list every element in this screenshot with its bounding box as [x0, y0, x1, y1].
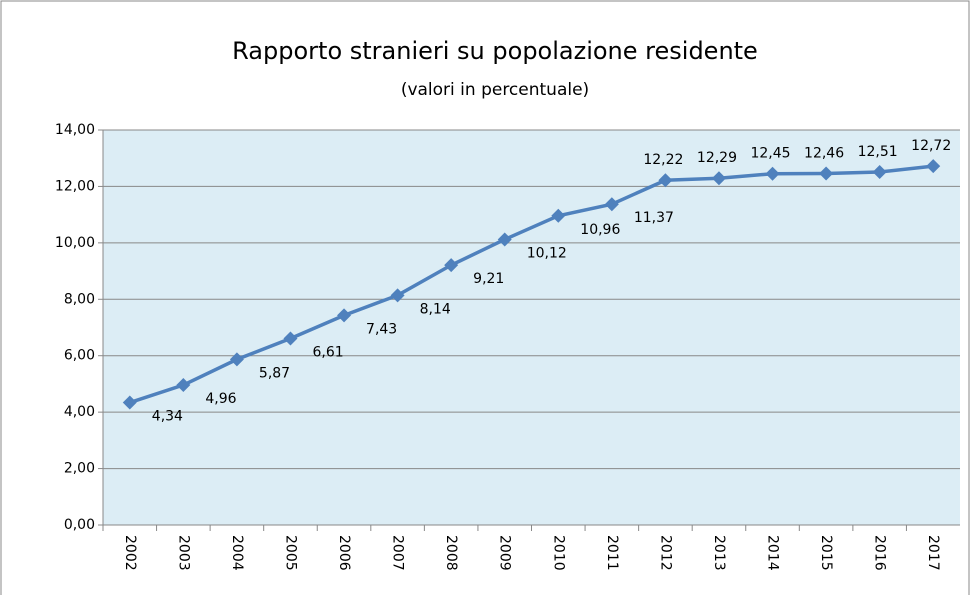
- data-point: [229, 352, 244, 367]
- chart-title: Rapporto stranieri su popolazione reside…: [232, 37, 758, 65]
- x-tick-label: 2016: [872, 535, 888, 571]
- data-point: [122, 395, 137, 410]
- x-tick-label: 2008: [443, 535, 459, 571]
- data-point: [765, 166, 780, 181]
- y-tick-label: 10,00: [55, 235, 95, 251]
- y-tick-label: 8,00: [64, 291, 95, 307]
- x-tick-label: 2002: [122, 535, 138, 571]
- data-label: 8,14: [420, 301, 451, 317]
- data-label: 12,22: [643, 152, 683, 168]
- data-label: 7,43: [366, 321, 397, 337]
- x-tick-label: 2003: [175, 535, 191, 571]
- x-tick-label: 2009: [497, 535, 513, 571]
- x-tick-label: 2010: [550, 535, 566, 571]
- data-line: [129, 164, 934, 405]
- y-tick-label: 12,00: [55, 178, 95, 194]
- data-label: 10,96: [580, 222, 620, 238]
- x-tick-label: 2017: [925, 535, 941, 571]
- data-point: [551, 208, 566, 223]
- data-label: 11,37: [634, 210, 674, 226]
- data-point: [658, 173, 673, 188]
- data-label: 12,29: [697, 150, 737, 166]
- chart-subtitle: (valori in percentuale): [401, 80, 589, 100]
- data-label: 12,45: [750, 146, 790, 162]
- data-label: 4,96: [205, 391, 236, 407]
- data-point: [390, 288, 405, 303]
- data-label: 5,87: [259, 365, 290, 381]
- y-tick-label: 4,00: [64, 404, 95, 420]
- y-tick-label: 0,00: [64, 517, 95, 533]
- data-point: [604, 197, 619, 212]
- x-tick-label: 2013: [711, 535, 727, 571]
- x-tick-label: 2011: [604, 535, 620, 571]
- x-tick-label: 2014: [765, 535, 781, 571]
- data-point: [872, 165, 887, 180]
- data-point: [497, 232, 512, 247]
- y-tick-label: 6,00: [64, 348, 95, 364]
- data-point: [819, 166, 834, 181]
- data-label: 4,34: [152, 409, 183, 425]
- x-tick-label: 2015: [818, 535, 834, 571]
- x-tick-label: 2005: [282, 535, 298, 571]
- y-tick-label: 14,00: [55, 122, 95, 138]
- x-tick-label: 2012: [657, 535, 673, 571]
- data-label: 10,12: [527, 245, 567, 261]
- data-point: [711, 171, 726, 186]
- x-tick-label: 2007: [390, 535, 406, 571]
- data-point: [176, 378, 191, 393]
- data-label: 9,21: [473, 271, 504, 287]
- data-point: [337, 308, 352, 323]
- data-label: 12,51: [858, 144, 898, 160]
- x-tick-label: 2006: [336, 535, 352, 571]
- x-tick-label: 2004: [229, 535, 245, 571]
- data-label: 12,72: [911, 138, 951, 154]
- data-point: [283, 331, 298, 346]
- data-label: 12,46: [804, 145, 844, 161]
- data-label: 6,61: [312, 345, 343, 361]
- plot-area: [103, 130, 960, 525]
- y-tick-label: 2,00: [64, 461, 95, 477]
- data-point: [444, 258, 459, 273]
- data-point: [926, 159, 941, 174]
